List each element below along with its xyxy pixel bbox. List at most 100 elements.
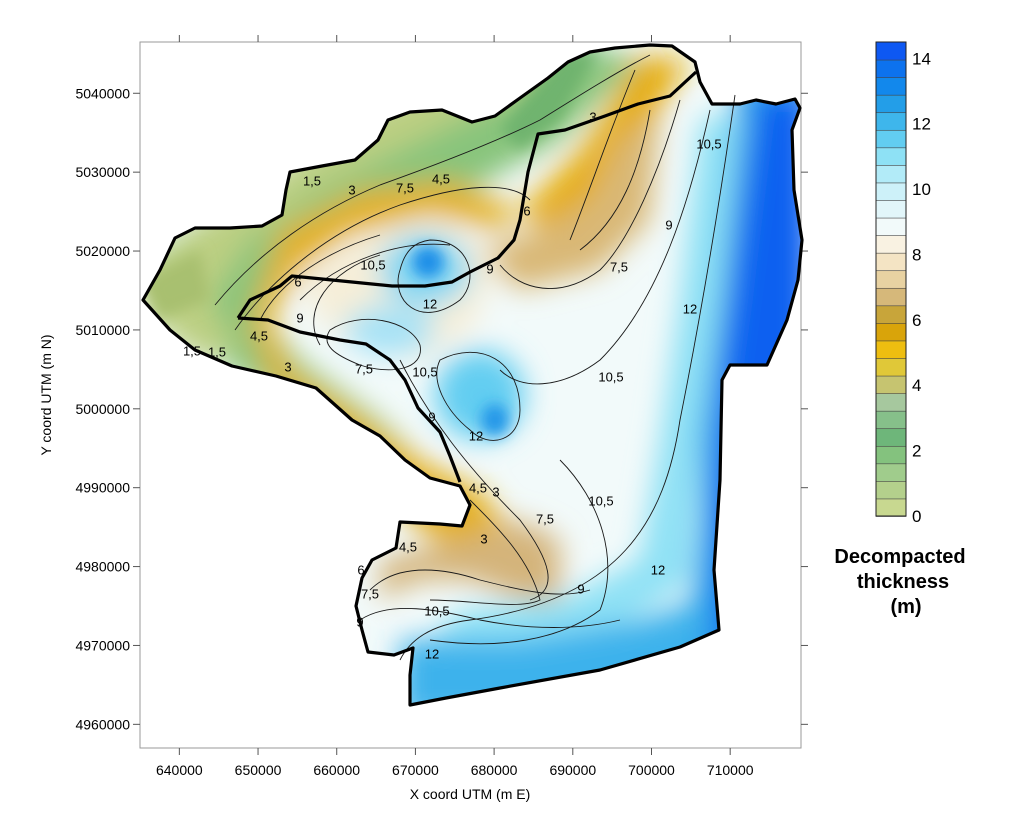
y-tick-label: 5030000 bbox=[75, 164, 130, 180]
contour-label: 6 bbox=[357, 562, 364, 577]
colorbar-class-swatch bbox=[875, 305, 907, 324]
contour-label: 6 bbox=[523, 203, 530, 218]
colorbar-class-swatch bbox=[875, 322, 907, 342]
contour-line bbox=[569, 69, 636, 241]
contour-line bbox=[369, 569, 591, 595]
contour-label: 10,5 bbox=[360, 257, 385, 272]
colorbar-class-swatch bbox=[875, 41, 907, 61]
contour-line bbox=[326, 318, 421, 371]
y-tick-label: 5010000 bbox=[75, 322, 130, 338]
contour-label: 10,5 bbox=[412, 364, 437, 379]
contour-label: 1,5 bbox=[208, 344, 226, 359]
contour-label: 4,5 bbox=[432, 171, 450, 186]
x-tick-label: 660000 bbox=[313, 762, 360, 778]
contour-label: 3 bbox=[284, 359, 291, 374]
colorbar-class-swatch bbox=[875, 164, 907, 184]
colorbar-class-swatch bbox=[875, 427, 907, 447]
contour-label: 4,5 bbox=[399, 539, 417, 554]
colorbar-class-swatch bbox=[875, 463, 907, 482]
y-tick-label: 4990000 bbox=[75, 480, 130, 496]
field-rim-darkgreen bbox=[500, 50, 600, 150]
colorbar-tick-label: 0 bbox=[912, 507, 921, 526]
contour-line bbox=[259, 234, 381, 321]
colorbar-tick-label: 12 bbox=[912, 115, 931, 134]
field-peak-south bbox=[481, 404, 509, 436]
contour-label: 12 bbox=[651, 562, 665, 577]
contour-label: 7,5 bbox=[361, 586, 379, 601]
contour-label: 9 bbox=[486, 261, 493, 276]
contour-label: 3 bbox=[492, 484, 499, 499]
colorbar-class-swatch bbox=[875, 76, 907, 96]
y-tick-label: 5040000 bbox=[75, 85, 130, 101]
contour-label: 7,5 bbox=[396, 180, 414, 195]
contour-line bbox=[234, 186, 531, 331]
study-area-boundary bbox=[141, 43, 804, 707]
contour-label: 7,5 bbox=[536, 511, 554, 526]
field-midwest-blue bbox=[345, 305, 435, 355]
field-lower-blue bbox=[435, 350, 525, 440]
x-axis: 640000 650000 660000 670000 680000 690000 7000… bbox=[156, 35, 754, 778]
y-axis: 4960000 4970000 4980000 4990000 5000000 50100… bbox=[75, 85, 808, 732]
x-tick-label: 670000 bbox=[392, 762, 439, 778]
x-tick-label: 710000 bbox=[707, 762, 754, 778]
x-axis-title: X coord UTM (m E) bbox=[410, 786, 531, 802]
contour-label: 4,5 bbox=[469, 480, 487, 495]
contour-line bbox=[359, 608, 621, 628]
colorbar-class-swatch bbox=[875, 498, 907, 517]
contour-line bbox=[214, 54, 651, 306]
contour-line bbox=[313, 254, 381, 346]
colorbar-class-swatch bbox=[875, 94, 907, 114]
y-tick-label: 5020000 bbox=[75, 243, 130, 259]
colorbar-class-swatch bbox=[875, 269, 907, 289]
colorbar-class-swatch bbox=[875, 182, 907, 201]
contour-line bbox=[499, 99, 681, 289]
colorbar-class-swatch bbox=[875, 217, 907, 236]
contour-label: 10,5 bbox=[588, 493, 613, 508]
contour-label: 12 bbox=[469, 428, 483, 443]
contour-line bbox=[399, 94, 736, 661]
contour-line bbox=[436, 351, 521, 441]
colorbar-tick-label: 8 bbox=[912, 245, 921, 264]
contour-label: 3 bbox=[589, 109, 596, 124]
contour-label: 9 bbox=[577, 581, 584, 596]
x-tick-label: 690000 bbox=[549, 762, 596, 778]
colorbar-class-swatch bbox=[875, 445, 907, 465]
colorbar-title-line-3: (m) bbox=[890, 596, 921, 618]
colorbar-frame bbox=[875, 41, 907, 517]
colorbar-class-swatch bbox=[875, 199, 907, 219]
x-tick-label: 650000 bbox=[235, 762, 282, 778]
sub-basin-boundary bbox=[237, 316, 462, 483]
contour-line bbox=[499, 109, 711, 385]
colorbar-class-swatch bbox=[875, 234, 907, 254]
contour-label: 7,5 bbox=[355, 361, 373, 376]
colorbar-class-swatch bbox=[875, 129, 907, 149]
contour-line bbox=[579, 109, 651, 251]
colorbar-tick-label: 2 bbox=[912, 442, 921, 461]
colorbar-class-swatch bbox=[875, 375, 907, 394]
contour-label: 6 bbox=[294, 274, 301, 289]
colorbar-tick-label: 10 bbox=[912, 180, 931, 199]
field-north-orange bbox=[520, 55, 690, 250]
x-tick-label: 640000 bbox=[156, 762, 203, 778]
colorbar-class-swatch bbox=[875, 410, 907, 430]
contour-label: 10,5 bbox=[696, 136, 721, 151]
y-tick-label: 4980000 bbox=[75, 559, 130, 575]
colorbar-tick-label: 14 bbox=[912, 49, 931, 68]
colorbar-class-swatch bbox=[875, 147, 907, 166]
colorbar-tick-label: 4 bbox=[912, 376, 921, 395]
contour-label: 4,5 bbox=[250, 328, 268, 343]
contour-label: 1,5 bbox=[183, 343, 201, 358]
y-tick-label: 4960000 bbox=[75, 716, 130, 732]
sub-basin-boundary bbox=[236, 70, 698, 319]
contour-label: 12 bbox=[425, 646, 439, 661]
colorbar-class-swatch bbox=[875, 59, 907, 78]
colorbar-title-line-2: thickness bbox=[857, 571, 949, 593]
colorbar-class-swatch bbox=[875, 340, 907, 359]
contour-line bbox=[429, 459, 609, 645]
colorbar-class-swatch bbox=[875, 480, 907, 500]
contour-label: 1,5 bbox=[303, 173, 321, 188]
contour-label: 3 bbox=[480, 531, 487, 546]
field-south-orange bbox=[380, 520, 560, 600]
x-tick-label: 700000 bbox=[628, 762, 675, 778]
